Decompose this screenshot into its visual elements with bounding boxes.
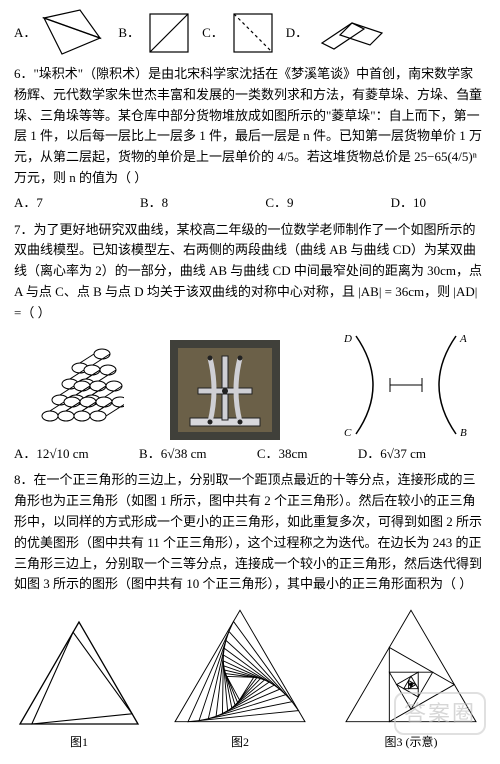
iterated-triangle-1 [14,616,144,731]
q6-option-b[interactable]: B．8 [140,193,168,214]
shape-parallelogram-pair-icon [312,13,392,53]
option-label: D． [286,23,308,44]
q7-figures: A B C D [14,330,486,440]
q5-option-a[interactable]: A． [14,8,110,58]
label-B: B [460,427,467,439]
q8-text: 8．在一个正三角形的三边上，分别取一个距顶点最近的十等分点，连接形成的三角形也为… [14,470,486,595]
hyperbola-model-photo [170,340,280,440]
fig3-caption: 图3 (示意) [336,733,486,752]
q7-option-c[interactable]: C．38cm [257,444,308,465]
q6-option-d[interactable]: D．10 [391,193,426,214]
shape-square-dashed-diag-icon [228,8,278,58]
option-label: C． [202,23,224,44]
q7-option-b[interactable]: B．6√38 cm [139,444,206,465]
q5-option-b[interactable]: B． [118,8,194,58]
label-D: D [343,333,352,345]
option-label: B． [118,23,140,44]
option-label: A． [14,23,36,44]
q7-option-d[interactable]: D．6√37 cm [358,444,426,465]
q5-option-d[interactable]: D． [286,13,392,53]
fig1-caption: 图1 [14,733,144,752]
q5-options-row: A． B． C． D． [14,8,486,58]
q7-text: 7．为了更好地研究双曲线，某校高二年级的一位数学老师制作了一个如图所示的双曲线模… [14,220,486,324]
q6-option-c[interactable]: C．9 [265,193,293,214]
q8-figures: 图1 图2 图3 (示意) [14,601,486,752]
q5-option-c[interactable]: C． [202,8,278,58]
shape-triangle-pair-icon [40,8,110,58]
q6-option-a[interactable]: A．7 [14,193,43,214]
fig2-caption: 图2 [165,733,315,752]
label-C: C [344,427,352,439]
label-A: A [459,333,467,345]
cylinder-stack-icon [14,340,124,440]
hyperbola-diagram: A B C D [326,330,486,440]
iterated-triangle-3 [336,601,486,731]
q7-options: A．12√10 cm B．6√38 cm C．38cm D．6√37 cm [14,444,426,465]
shape-square-diag-icon [144,8,194,58]
q6-options: A．7 B．8 C．9 D．10 [14,193,426,214]
iterated-triangle-2 [165,601,315,731]
q7-option-a[interactable]: A．12√10 cm [14,444,89,465]
q6-text: 6．"垛积术"（隙积术）是由北宋科学家沈括在《梦溪笔谈》中首创，南宋数学家杨辉、… [14,64,486,189]
